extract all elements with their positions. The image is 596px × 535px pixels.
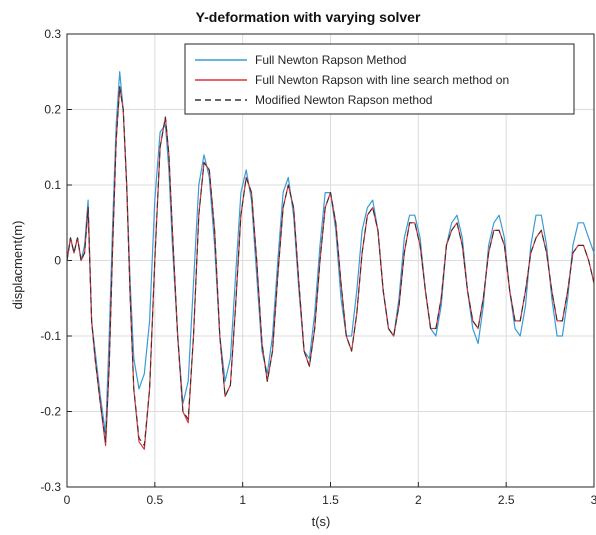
y-axis-label: displacment(m) <box>10 221 25 310</box>
y-tick-label: 0 <box>54 254 61 268</box>
x-axis-label: t(s) <box>312 514 331 529</box>
x-tick-label: 1 <box>239 493 246 507</box>
legend-label-2: Full Newton Rapson with line search meth… <box>255 73 509 87</box>
legend-box <box>184 43 575 115</box>
legend: Full Newton Rapson Method Full Newton Rap… <box>184 43 575 115</box>
x-tick-label: 0.5 <box>146 493 163 507</box>
y-tick-label: -0.2 <box>40 405 61 419</box>
x-tick-label: 1.5 <box>322 493 339 507</box>
series-line-3 <box>66 86 595 447</box>
y-tick-label: 0.2 <box>44 103 61 117</box>
x-tick-label: 0 <box>64 493 71 507</box>
y-tick-label: -0.3 <box>40 480 61 494</box>
y-tick-label: 0.3 <box>44 27 61 41</box>
x-tick-label: 2 <box>415 493 422 507</box>
axis-ticks: 0 0.5 1 1.5 2 2.5 3 -0.3 -0.2 -0.1 0 0.1 0.2 0.3 <box>40 27 596 507</box>
chart-title: Y-deformation with varying solver <box>196 9 421 25</box>
series-line-1 <box>66 71 595 435</box>
y-tick-label: -0.1 <box>40 329 61 343</box>
x-tick-label: 3 <box>591 493 596 507</box>
x-tick-label: 2.5 <box>498 493 515 507</box>
legend-label-1: Full Newton Rapson Method <box>255 53 406 67</box>
y-tick-label: 0.1 <box>44 178 61 192</box>
series-layer <box>66 71 595 450</box>
legend-label-3: Modified Newton Rapson method <box>255 93 432 107</box>
